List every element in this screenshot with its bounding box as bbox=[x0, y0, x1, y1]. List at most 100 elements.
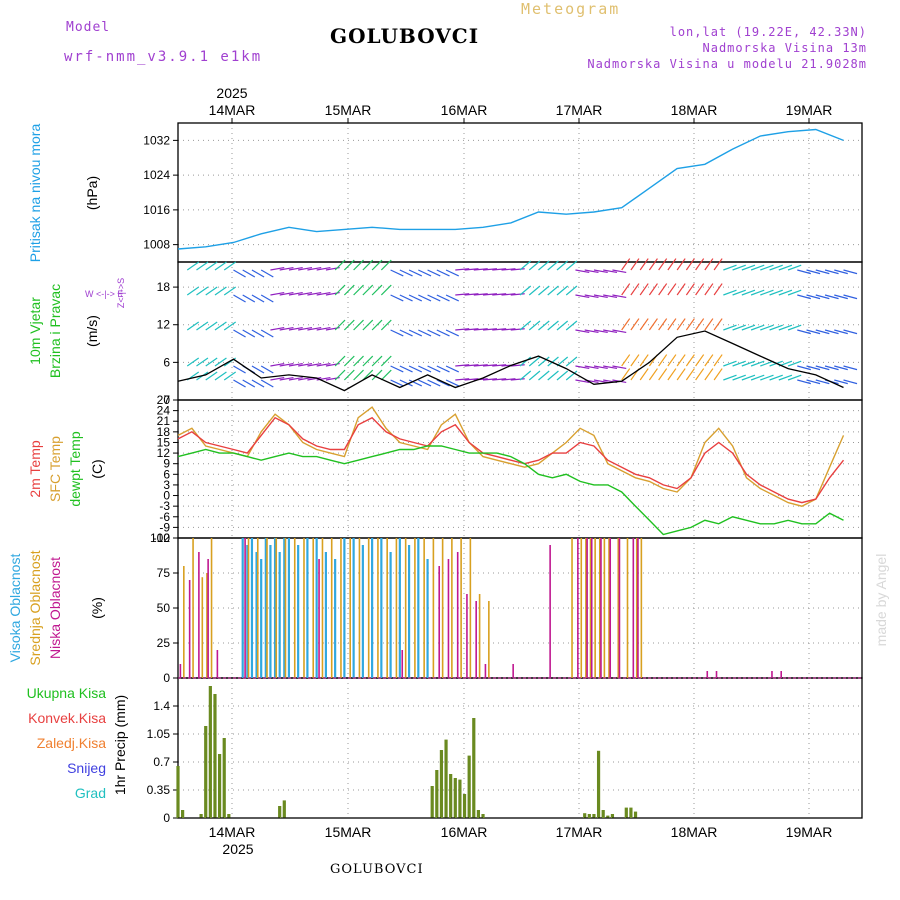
wind-arrow bbox=[390, 294, 404, 302]
wind-arrow bbox=[362, 284, 374, 296]
precip-bar bbox=[624, 807, 628, 818]
wind-arrow bbox=[760, 360, 774, 367]
wind-arrow bbox=[519, 356, 532, 367]
wind-compass-ns: Z<-|->S bbox=[116, 278, 126, 308]
wind-arrow bbox=[186, 286, 200, 296]
wind-arrow bbox=[399, 329, 413, 337]
y-tick-label: 1.05 bbox=[147, 727, 171, 741]
wind-arrow bbox=[584, 365, 599, 370]
cloud-axis-title-1: Visoka Oblacnost bbox=[7, 554, 23, 663]
precip-bar bbox=[444, 739, 448, 818]
wind-arrow bbox=[353, 259, 364, 271]
wind-arrow bbox=[519, 370, 532, 381]
wind-axis-title-2: Brzina i Pravac bbox=[47, 284, 63, 378]
wind-arrow bbox=[519, 260, 532, 271]
wind-arrow bbox=[242, 269, 256, 278]
model-elevation-label: Nadmorska Visina u modelu 21.9028m bbox=[587, 57, 867, 71]
precip-bar bbox=[453, 778, 457, 818]
wind-arrow bbox=[436, 329, 450, 337]
wind-arrow bbox=[565, 320, 578, 331]
wind-arrow bbox=[806, 269, 821, 275]
wind-arrow bbox=[556, 285, 569, 296]
wind-arrow bbox=[713, 354, 723, 367]
wind-arrow bbox=[223, 261, 237, 271]
wind-arrow bbox=[482, 328, 498, 331]
wind-arrow bbox=[418, 329, 432, 337]
wind-arrow bbox=[316, 266, 331, 271]
wind-arrow bbox=[815, 269, 830, 275]
y-tick-label: 1.4 bbox=[153, 699, 170, 713]
y-tick-label: 12 bbox=[157, 446, 171, 460]
wind-arrow bbox=[288, 376, 303, 381]
wind-arrow bbox=[380, 284, 392, 296]
y-tick-label: 6 bbox=[163, 355, 170, 369]
wind-arrow bbox=[186, 261, 200, 271]
wind-arrow bbox=[824, 365, 839, 371]
wind-arrow bbox=[658, 368, 668, 381]
wind-arrow bbox=[482, 293, 498, 296]
precip-bar bbox=[199, 814, 203, 818]
precip-bar bbox=[458, 779, 462, 818]
wind-arrow bbox=[584, 329, 599, 334]
precip-bar bbox=[601, 810, 605, 818]
wind-arrow bbox=[778, 264, 793, 271]
wind-arrow bbox=[584, 269, 599, 274]
y-tick-label: 6 bbox=[163, 467, 170, 481]
wind-arrow bbox=[797, 365, 811, 371]
wind-arrow bbox=[843, 329, 858, 335]
precip-bar bbox=[430, 786, 434, 818]
wind-arrow bbox=[723, 324, 737, 331]
wind-arrow bbox=[334, 259, 346, 271]
wind-arrow bbox=[445, 329, 459, 337]
wind-arrow bbox=[695, 354, 705, 367]
wind-arrow bbox=[371, 355, 383, 367]
wind-arrow bbox=[399, 379, 413, 387]
wind-arrow bbox=[270, 266, 285, 271]
wind-arrow bbox=[464, 364, 479, 367]
wind-arrow bbox=[843, 294, 858, 300]
day-label-top: 17MAR bbox=[556, 102, 603, 118]
wind-arrow bbox=[676, 354, 686, 367]
wind-arrow bbox=[556, 260, 569, 271]
wind-arrow bbox=[408, 365, 423, 373]
wind-arrow bbox=[603, 269, 618, 274]
precip-bar bbox=[213, 694, 217, 818]
wind-arrow bbox=[612, 365, 627, 370]
wind-arrow bbox=[455, 268, 470, 271]
wind-arrow bbox=[510, 364, 525, 367]
wind-arrow bbox=[667, 368, 677, 381]
watermark: made by Angel bbox=[873, 554, 889, 647]
wind-arrow bbox=[528, 320, 541, 331]
wind-arrow bbox=[834, 294, 848, 300]
wind-arrow bbox=[547, 320, 559, 331]
pressure-unit-label: (hPa) bbox=[84, 176, 100, 210]
y-tick-label: 1032 bbox=[143, 133, 170, 147]
wind-arrow bbox=[380, 319, 392, 331]
day-label-top: 14MAR bbox=[209, 102, 256, 118]
wind-arrow bbox=[547, 285, 559, 296]
wind-arrow bbox=[501, 268, 516, 271]
coords-label: lon,lat (19.22E, 42.33N) bbox=[669, 25, 867, 39]
wind-arrow bbox=[612, 294, 627, 299]
wind-arrow bbox=[334, 319, 346, 331]
wind-arrow bbox=[723, 374, 737, 381]
wind-arrow bbox=[436, 269, 450, 277]
wind-arrow bbox=[806, 294, 821, 300]
precip-bar bbox=[222, 738, 226, 818]
wind-arrow bbox=[787, 324, 802, 331]
wind-speed-line bbox=[177, 330, 844, 392]
wind-arrow bbox=[575, 294, 590, 299]
wind-arrow bbox=[408, 379, 423, 387]
wind-arrow bbox=[473, 364, 488, 367]
wind-compass-ew: W <-|-> E bbox=[85, 289, 123, 299]
day-label-top: 18MAR bbox=[671, 102, 718, 118]
wind-arrow bbox=[806, 365, 821, 371]
wind-arrow bbox=[343, 319, 355, 331]
wind-arrow bbox=[584, 294, 599, 299]
precip-bar bbox=[227, 814, 231, 818]
y-tick-label: 100 bbox=[150, 531, 170, 545]
wind-arrow bbox=[353, 319, 364, 331]
wind-arrow bbox=[593, 379, 608, 384]
wind-arrow bbox=[750, 360, 765, 367]
wind-arrow bbox=[547, 370, 559, 381]
